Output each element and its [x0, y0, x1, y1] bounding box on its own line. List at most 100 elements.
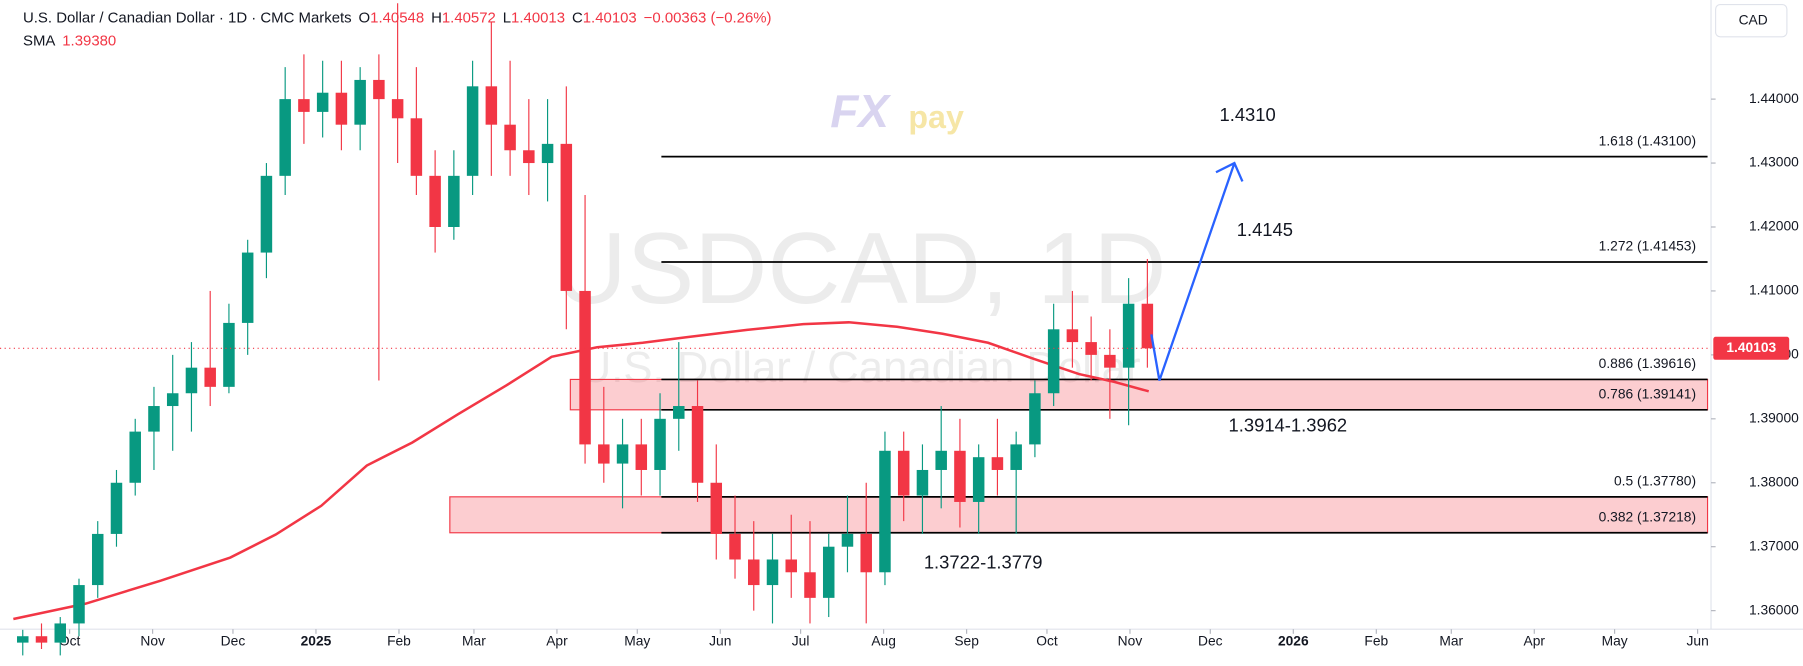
annotation: 1.4310 [1219, 104, 1275, 125]
ohlc-key: C [572, 9, 583, 26]
candle-body [935, 450, 947, 470]
y-tick-label: 1.39000 [1749, 410, 1799, 425]
y-tick-label: 1.38000 [1749, 474, 1799, 489]
header-line: U.S. Dollar / Canadian Dollar · 1D · CMC… [23, 9, 772, 26]
currency-button[interactable] [1715, 4, 1788, 38]
zone [569, 378, 1709, 411]
x-tick-label: Sep [954, 633, 979, 648]
x-tick-label: Jun [709, 633, 731, 648]
fib-label: 0.382 (1.37218) [1599, 509, 1696, 524]
candle-body [654, 418, 666, 470]
annotation: 1.4145 [1237, 219, 1293, 240]
x-tick-label: Mar [462, 633, 486, 648]
logo-pay: pay [908, 99, 964, 135]
candle-body [298, 99, 310, 112]
candle-body [860, 533, 872, 573]
candle-body [410, 118, 423, 176]
candle-body [391, 99, 404, 119]
ohlc-value: 1.40548 [370, 9, 424, 26]
candle-body [560, 143, 573, 291]
candle-body [485, 86, 498, 125]
x-tick-label: Apr [1524, 633, 1546, 648]
candle-body [991, 457, 1004, 470]
candle-body [598, 444, 610, 464]
candle-body [729, 533, 741, 560]
currency-label: CAD [1739, 12, 1768, 27]
x-tick-label: May [1602, 633, 1628, 648]
candle-body [616, 444, 629, 464]
x-tick-label: Oct [1036, 633, 1058, 648]
candle-body [673, 406, 685, 419]
logo-fx: FX [830, 85, 891, 137]
candle-body [466, 86, 479, 176]
y-tick-label: 1.43000 [1749, 155, 1799, 170]
candle-body [691, 406, 704, 483]
candle-body [335, 92, 348, 125]
candle-body [35, 636, 48, 643]
candle-body [110, 482, 123, 534]
fib-label: 1.272 (1.41453) [1599, 239, 1696, 254]
x-tick-label: Apr [546, 633, 568, 648]
y-tick-label: 1.36000 [1749, 602, 1799, 617]
candle-body [841, 533, 854, 547]
change: −0.00363 (−0.26%) [644, 9, 772, 26]
candle-body [1047, 329, 1060, 394]
symbol: U.S. Dollar / Canadian Dollar · 1D · CMC… [23, 9, 352, 26]
watermark: USDCAD, 1D U.S. Dollar / Canadian Dollar… [554, 85, 1167, 392]
candle-body [241, 252, 254, 323]
candle-body [260, 175, 273, 253]
x-tick-label: 2025 [301, 633, 332, 648]
x-tick-label: May [624, 633, 650, 648]
indicator-name: SMA [23, 32, 55, 49]
x-tick-label: Feb [1364, 633, 1388, 648]
y-tick-label: 1.37000 [1749, 538, 1799, 553]
annotation: 1.3722-1.3779 [924, 551, 1043, 572]
candle-body [916, 469, 929, 496]
sma-line [13, 321, 1150, 621]
indicator-value: 1.39380 [62, 32, 116, 49]
fib-label: 0.886 (1.39616) [1599, 356, 1696, 371]
projection-line [1150, 162, 1236, 381]
candle-body [635, 444, 648, 470]
candle-body [897, 450, 910, 496]
candle-body [1010, 444, 1022, 470]
x-tick-label: Jul [792, 633, 810, 648]
candle-body [73, 585, 85, 624]
last-price-label: 1.40103 [1726, 340, 1776, 355]
candle-body [185, 367, 198, 394]
annotation: 1.3914-1.3962 [1229, 415, 1348, 436]
candle-body [429, 175, 441, 227]
x-tick-label: Jun [1686, 633, 1708, 648]
fib-label: 0.5 (1.37780) [1614, 474, 1696, 489]
projection-arrowhead [1215, 161, 1244, 182]
x-tick-label: Nov [1118, 633, 1143, 648]
candle-body [504, 124, 516, 151]
watermark-subtitle: U.S. Dollar / Canadian Dollar [580, 343, 1141, 392]
watermark-title: USDCAD, 1D [554, 212, 1167, 325]
candle-body [822, 546, 835, 598]
ohlc-key: L [503, 9, 511, 26]
last-price-tag [1713, 336, 1790, 360]
candle-body [373, 79, 385, 100]
ohlc-key: H [431, 9, 442, 26]
y-tick-label: 1.41000 [1749, 283, 1799, 298]
ohlc-value: 1.40013 [511, 9, 565, 26]
x-tick-label: Dec [221, 633, 246, 648]
x-tick-label: Aug [871, 633, 896, 648]
candle-body [766, 559, 779, 586]
y-tick-label: 1.44000 [1749, 91, 1799, 106]
candle-body [129, 431, 141, 483]
fib-label: 1.618 (1.43100) [1599, 133, 1696, 148]
candle-body [316, 92, 329, 112]
candle-body [1122, 303, 1135, 368]
candle-body [91, 533, 104, 586]
candle-body [804, 572, 816, 598]
ohlc-value: 1.40103 [583, 9, 637, 26]
x-tick-label: 2026 [1278, 633, 1309, 648]
candle-body [523, 150, 535, 164]
x-tick-label: Nov [140, 633, 165, 648]
candle-body [879, 450, 891, 573]
